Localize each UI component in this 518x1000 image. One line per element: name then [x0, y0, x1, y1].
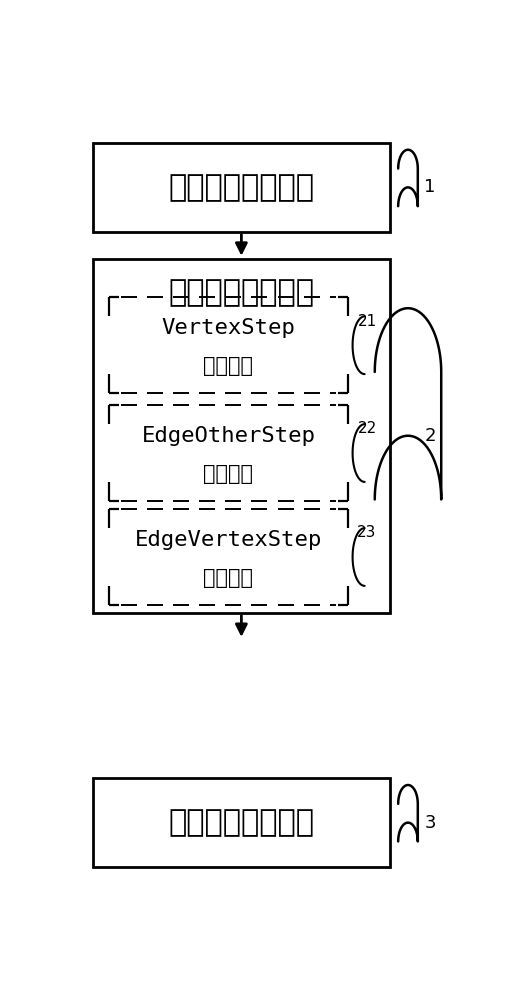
- Text: 解析拦截替换模块: 解析拦截替换模块: [168, 808, 314, 837]
- Text: EdgeOtherStep: EdgeOtherStep: [141, 426, 315, 446]
- Bar: [93, 778, 390, 867]
- Text: 3: 3: [424, 814, 436, 832]
- Text: 2: 2: [424, 427, 436, 445]
- Bar: [93, 259, 390, 613]
- Text: 执行逻辑改写模块: 执行逻辑改写模块: [168, 278, 314, 307]
- Text: 并行扩展预置模块: 并行扩展预置模块: [168, 173, 314, 202]
- Text: 21: 21: [357, 314, 377, 329]
- Text: 改写单元: 改写单元: [204, 356, 253, 376]
- Bar: [93, 143, 390, 232]
- Text: EdgeVertexStep: EdgeVertexStep: [135, 530, 322, 550]
- Text: 22: 22: [357, 421, 377, 436]
- Text: 改写单元: 改写单元: [204, 464, 253, 484]
- Text: VertexStep: VertexStep: [162, 318, 295, 338]
- Text: 改兙单元: 改兙单元: [204, 568, 253, 588]
- Text: 1: 1: [424, 178, 436, 196]
- Text: 23: 23: [357, 525, 377, 540]
